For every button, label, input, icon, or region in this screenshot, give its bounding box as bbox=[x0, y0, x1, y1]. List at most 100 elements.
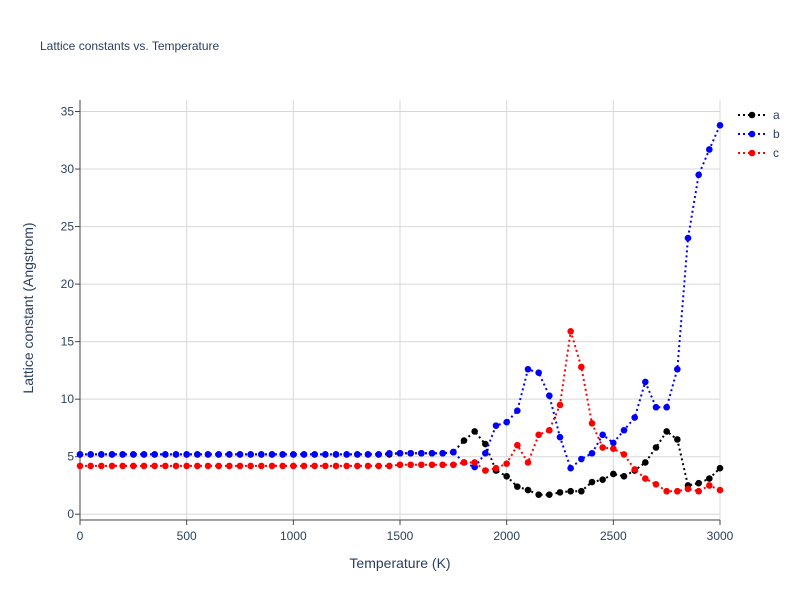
data-point-b bbox=[268, 451, 276, 458]
data-point-c bbox=[236, 462, 244, 470]
data-point-b bbox=[578, 455, 585, 463]
data-point-b bbox=[407, 449, 414, 457]
data-point-b bbox=[610, 439, 617, 447]
data-point-b bbox=[492, 422, 500, 429]
data-point-b bbox=[396, 449, 404, 457]
data-point-b bbox=[119, 451, 126, 458]
data-point-b bbox=[151, 451, 158, 458]
x-axis-title: Temperature (K) bbox=[349, 555, 450, 571]
data-point-a bbox=[460, 437, 468, 444]
data-point-c bbox=[588, 420, 596, 427]
series-group bbox=[76, 122, 724, 498]
x-tick-label: 500 bbox=[177, 529, 197, 543]
data-point-b bbox=[204, 451, 212, 458]
legend-marker-c bbox=[748, 149, 756, 157]
data-point-c bbox=[663, 487, 670, 495]
data-point-c bbox=[76, 462, 84, 470]
data-point-c bbox=[706, 482, 713, 489]
data-point-c bbox=[471, 459, 478, 466]
data-point-b bbox=[535, 369, 542, 377]
data-point-c bbox=[98, 462, 105, 470]
legend[interactable]: abc bbox=[738, 108, 780, 160]
data-point-b bbox=[87, 451, 94, 458]
data-point-c bbox=[194, 462, 201, 470]
data-point-b bbox=[706, 146, 713, 153]
y-tick-label: 10 bbox=[61, 392, 75, 406]
data-point-b bbox=[514, 407, 521, 414]
data-point-c bbox=[631, 466, 638, 473]
data-point-b bbox=[620, 426, 628, 434]
data-point-b bbox=[140, 451, 148, 458]
data-point-a bbox=[503, 472, 510, 480]
data-point-c bbox=[386, 462, 393, 470]
data-point-c bbox=[343, 462, 350, 470]
data-point-c bbox=[119, 462, 126, 470]
x-tick-label: 3000 bbox=[707, 529, 734, 543]
data-point-c bbox=[556, 401, 564, 409]
legend-item-a[interactable]: a bbox=[738, 108, 780, 122]
legend-label-b: b bbox=[773, 127, 780, 141]
data-point-b bbox=[674, 365, 681, 373]
data-point-c bbox=[652, 481, 660, 488]
data-point-c bbox=[151, 462, 158, 470]
legend-item-b[interactable]: b bbox=[738, 127, 780, 141]
data-point-b bbox=[471, 463, 478, 471]
x-tick-label: 1500 bbox=[387, 529, 414, 543]
data-point-c bbox=[375, 462, 382, 470]
data-point-a bbox=[471, 428, 478, 435]
series-c bbox=[76, 327, 724, 495]
data-point-c bbox=[268, 462, 276, 470]
y-tick-label: 0 bbox=[67, 507, 74, 521]
data-point-a bbox=[556, 489, 564, 496]
data-point-b bbox=[642, 378, 649, 386]
series-b bbox=[76, 122, 724, 472]
data-point-c bbox=[130, 462, 137, 470]
data-point-a bbox=[620, 472, 628, 480]
data-point-c bbox=[247, 462, 254, 470]
data-point-c bbox=[492, 464, 500, 472]
data-point-b bbox=[439, 449, 446, 457]
y-axis-title: Lattice constant (Angstrom) bbox=[20, 222, 36, 393]
data-point-c bbox=[503, 460, 510, 467]
data-point-c bbox=[524, 459, 532, 466]
data-point-b bbox=[258, 451, 265, 458]
data-point-c bbox=[535, 431, 542, 439]
legend-label-a: a bbox=[773, 108, 780, 122]
data-point-b bbox=[215, 451, 222, 458]
data-point-b bbox=[364, 451, 372, 458]
data-point-c bbox=[684, 485, 692, 493]
data-point-b bbox=[546, 392, 553, 400]
data-point-c bbox=[396, 461, 404, 469]
data-point-c bbox=[482, 467, 489, 474]
data-point-b bbox=[599, 431, 606, 439]
data-point-a bbox=[716, 464, 724, 472]
data-point-a bbox=[578, 487, 585, 495]
legend-marker-a bbox=[748, 111, 756, 119]
data-point-b bbox=[76, 451, 84, 458]
data-point-b bbox=[311, 451, 318, 458]
data-point-b bbox=[588, 449, 596, 457]
data-point-b bbox=[684, 234, 692, 242]
data-point-b bbox=[343, 451, 350, 458]
data-point-c bbox=[279, 462, 286, 470]
data-point-c bbox=[716, 486, 724, 494]
data-point-a bbox=[652, 444, 660, 451]
data-point-c bbox=[300, 462, 308, 470]
data-point-b bbox=[226, 451, 233, 458]
data-point-a bbox=[599, 476, 606, 484]
data-point-c bbox=[108, 462, 116, 470]
data-point-b bbox=[375, 451, 382, 458]
data-point-b bbox=[450, 448, 457, 456]
data-point-c bbox=[439, 461, 446, 469]
data-point-b bbox=[162, 451, 169, 458]
x-tick-label: 0 bbox=[77, 529, 84, 543]
data-point-b bbox=[183, 451, 190, 458]
data-point-b bbox=[322, 451, 329, 458]
data-point-b bbox=[354, 451, 361, 458]
data-point-a bbox=[610, 470, 617, 478]
data-point-c bbox=[215, 462, 222, 470]
legend-item-c[interactable]: c bbox=[738, 146, 779, 160]
data-point-c bbox=[514, 441, 521, 449]
